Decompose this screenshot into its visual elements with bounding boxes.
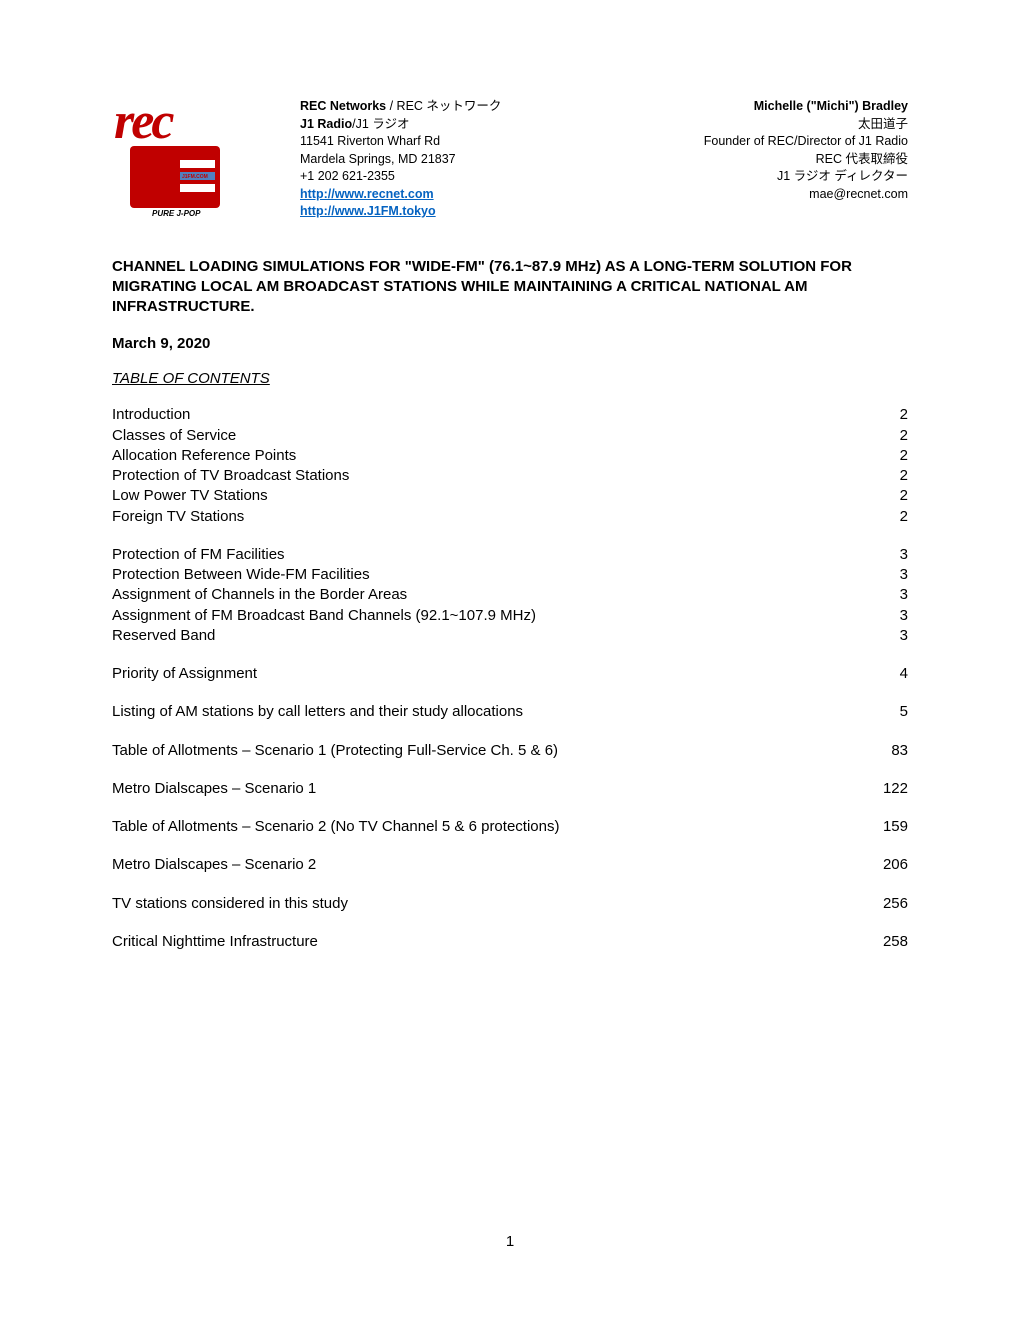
contact-role-ja-1: REC 代表取締役 — [704, 151, 908, 169]
toc-group: Priority of Assignment4 — [112, 664, 908, 684]
toc-row: Introduction2 — [112, 405, 908, 425]
toc-group: Introduction2Classes of Service2Allocati… — [112, 405, 908, 527]
toc-page: 2 — [858, 446, 908, 466]
toc-row: Reserved Band3 — [112, 626, 908, 646]
toc-page: 5 — [858, 702, 908, 722]
toc-group: Listing of AM stations by call letters a… — [112, 702, 908, 722]
toc-label: Metro Dialscapes – Scenario 1 — [112, 779, 858, 799]
toc-row: Assignment of Channels in the Border Are… — [112, 585, 908, 605]
document-title: CHANNEL LOADING SIMULATIONS FOR "WIDE-FM… — [112, 257, 908, 318]
toc-label: Protection of FM Facilities — [112, 545, 858, 565]
toc-row: Priority of Assignment4 — [112, 664, 908, 684]
toc-page: 206 — [858, 855, 908, 875]
toc-row: Critical Nighttime Infrastructure258 — [112, 932, 908, 952]
toc-heading: TABLE OF CONTENTS — [112, 370, 908, 387]
toc-page: 2 — [858, 507, 908, 527]
toc-page: 3 — [858, 565, 908, 585]
toc-label: Protection of TV Broadcast Stations — [112, 466, 858, 486]
toc-group: Metro Dialscapes – Scenario 1122 — [112, 779, 908, 799]
svg-text:J1FM.COM: J1FM.COM — [182, 174, 208, 180]
company-line: REC Networks / REC ネットワーク — [300, 98, 676, 116]
radio-name: J1 Radio — [300, 117, 352, 131]
toc-label: Metro Dialscapes – Scenario 2 — [112, 855, 858, 875]
toc-label: Introduction — [112, 405, 858, 425]
toc-group: Metro Dialscapes – Scenario 2206 — [112, 855, 908, 875]
toc-row: Listing of AM stations by call letters a… — [112, 702, 908, 722]
toc-group: Table of Allotments – Scenario 2 (No TV … — [112, 817, 908, 837]
toc-label: Reserved Band — [112, 626, 858, 646]
toc-row: Protection Between Wide-FM Facilities3 — [112, 565, 908, 585]
toc-label: Allocation Reference Points — [112, 446, 858, 466]
toc-page: 2 — [858, 426, 908, 446]
toc-page: 3 — [858, 585, 908, 605]
toc-page: 2 — [858, 405, 908, 425]
header: rec J1 J1FM.COM PURE J-POP REC Networks … — [112, 98, 908, 221]
toc-label: Table of Allotments – Scenario 2 (No TV … — [112, 817, 858, 837]
toc-label: Assignment of Channels in the Border Are… — [112, 585, 858, 605]
toc-label: Priority of Assignment — [112, 664, 858, 684]
toc-page: 122 — [858, 779, 908, 799]
toc-label: Listing of AM stations by call letters a… — [112, 702, 858, 722]
radio-name-ja: /J1 ラジオ — [352, 117, 409, 131]
phone: +1 202 621-2355 — [300, 168, 676, 186]
svg-text:rec: rec — [114, 98, 174, 150]
document-date: March 9, 2020 — [112, 335, 908, 352]
contact-role: Founder of REC/Director of J1 Radio — [704, 133, 908, 151]
url-j1fm[interactable]: http://www.J1FM.tokyo — [300, 204, 436, 218]
contact-name-ja: 太田道子 — [704, 116, 908, 134]
toc-label: Classes of Service — [112, 426, 858, 446]
toc-row: TV stations considered in this study256 — [112, 894, 908, 914]
toc-row: Low Power TV Stations2 — [112, 486, 908, 506]
toc-row: Metro Dialscapes – Scenario 1122 — [112, 779, 908, 799]
toc-row: Assignment of FM Broadcast Band Channels… — [112, 606, 908, 626]
address-line-1: 11541 Riverton Wharf Rd — [300, 133, 676, 151]
url-recnet[interactable]: http://www.recnet.com — [300, 187, 434, 201]
toc-group: Protection of FM Facilities3Protection B… — [112, 545, 908, 646]
toc-page: 258 — [858, 932, 908, 952]
toc-label: Foreign TV Stations — [112, 507, 858, 527]
toc-page: 2 — [858, 466, 908, 486]
toc-label: TV stations considered in this study — [112, 894, 858, 914]
table-of-contents: Introduction2Classes of Service2Allocati… — [112, 405, 908, 952]
toc-row: Classes of Service2 — [112, 426, 908, 446]
toc-page: 3 — [858, 626, 908, 646]
toc-row: Metro Dialscapes – Scenario 2206 — [112, 855, 908, 875]
svg-text:PURE J-POP: PURE J-POP — [152, 209, 201, 218]
company-name-ja: / REC ネットワーク — [386, 99, 501, 113]
toc-page: 256 — [858, 894, 908, 914]
toc-row: Table of Allotments – Scenario 2 (No TV … — [112, 817, 908, 837]
contact-name: Michelle ("Michi") Bradley — [704, 98, 908, 116]
toc-page: 3 — [858, 606, 908, 626]
logo: rec J1 J1FM.COM PURE J-POP — [112, 98, 272, 218]
toc-label: Protection Between Wide-FM Facilities — [112, 565, 858, 585]
toc-label: Low Power TV Stations — [112, 486, 858, 506]
address-line-2: Mardela Springs, MD 21837 — [300, 151, 676, 169]
company-info: REC Networks / REC ネットワーク J1 Radio/J1 ラジ… — [300, 98, 676, 221]
toc-page: 2 — [858, 486, 908, 506]
toc-label: Table of Allotments – Scenario 1 (Protec… — [112, 741, 858, 761]
toc-page: 3 — [858, 545, 908, 565]
contact-email: mae@recnet.com — [704, 186, 908, 204]
contact-info: Michelle ("Michi") Bradley 太田道子 Founder … — [704, 98, 908, 221]
toc-row: Table of Allotments – Scenario 1 (Protec… — [112, 741, 908, 761]
toc-group: Critical Nighttime Infrastructure258 — [112, 932, 908, 952]
contact-role-ja-2: J1 ラジオ ディレクター — [704, 168, 908, 186]
toc-page: 159 — [858, 817, 908, 837]
toc-group: TV stations considered in this study256 — [112, 894, 908, 914]
toc-row: Foreign TV Stations2 — [112, 507, 908, 527]
toc-row: Protection of FM Facilities3 — [112, 545, 908, 565]
toc-page: 4 — [858, 664, 908, 684]
toc-label: Assignment of FM Broadcast Band Channels… — [112, 606, 858, 626]
toc-group: Table of Allotments – Scenario 1 (Protec… — [112, 741, 908, 761]
toc-row: Protection of TV Broadcast Stations2 — [112, 466, 908, 486]
toc-label: Critical Nighttime Infrastructure — [112, 932, 858, 952]
svg-text:J1: J1 — [138, 155, 178, 196]
toc-row: Allocation Reference Points2 — [112, 446, 908, 466]
toc-page: 83 — [858, 741, 908, 761]
company-name: REC Networks — [300, 99, 386, 113]
page-number: 1 — [506, 1233, 514, 1250]
company-line: J1 Radio/J1 ラジオ — [300, 116, 676, 134]
